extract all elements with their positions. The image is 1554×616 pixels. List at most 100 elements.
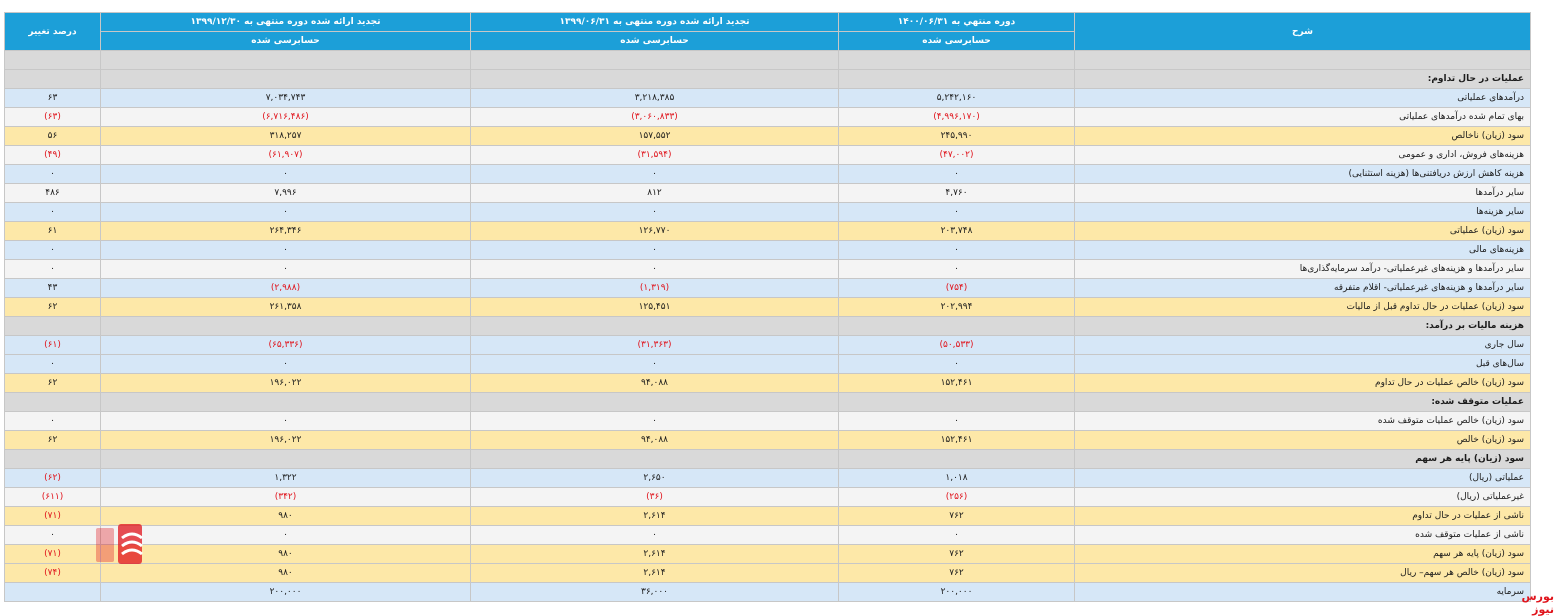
table-row: سود (زیان) پایه هر سهم ۷۶۲ ۲,۶۱۴ ۹۸۰ (۷۱) — [4, 544, 1531, 564]
cell-period-2: (۳,۰۶۰,۸۳۳) — [470, 107, 839, 127]
cell-percent-change: ۰ — [4, 259, 101, 279]
cell-period-1: ۰ — [838, 240, 1075, 260]
table-row: سود (زیان) خالص عملیات متوقف شده ۰ ۰ ۰ ۰ — [4, 411, 1531, 431]
row-description: هزینه‌های فروش، اداری و عمومی — [1074, 145, 1531, 165]
cell-percent-change: (۶۲) — [4, 468, 101, 488]
table-row: سایر درآمدها و هزینه‌های غیرعملیاتی- درآ… — [4, 259, 1531, 279]
cell-period-3: (۶۵,۳۳۶) — [100, 335, 471, 355]
cell-period-3: (۶,۷۱۶,۴۸۶) — [100, 107, 471, 127]
header-period-1: دوره منتهي به ۱۴۰۰/۰۶/۳۱ — [838, 12, 1075, 32]
cell-period-1: ۰ — [838, 202, 1075, 222]
cell-period-1: ۱۵۲,۴۶۱ — [838, 430, 1075, 450]
cell-percent-change — [4, 582, 101, 602]
cell-percent-change — [4, 392, 101, 412]
cell-period-2: ۰ — [470, 164, 839, 184]
table-header: شرح دوره منتهي به ۱۴۰۰/۰۶/۳۱ تجدید ارائه… — [4, 12, 1531, 51]
cell-period-1: ۰ — [838, 411, 1075, 431]
cell-period-3: ۰ — [100, 164, 471, 184]
cell-period-3: ۲۶۴,۳۴۶ — [100, 221, 471, 241]
cell-percent-change: (۶۳) — [4, 107, 101, 127]
cell-percent-change: ۵۶ — [4, 126, 101, 146]
cell-percent-change: (۷۱) — [4, 506, 101, 526]
cell-period-1: ۰ — [838, 354, 1075, 374]
cell-period-2: (۳۶) — [470, 487, 839, 507]
cell-period-2: ۰ — [470, 202, 839, 222]
cell-period-1 — [838, 392, 1075, 412]
cell-period-3 — [100, 69, 471, 89]
table-body: عملیات در حال تداوم: درآمدهای عملیاتی ۵,۲۴… — [4, 50, 1531, 602]
row-description: سود (زیان) عملیات در حال تداوم قبل از ما… — [1074, 297, 1531, 317]
cell-period-2: ۹۴,۰۸۸ — [470, 430, 839, 450]
row-description: سود (زیان) خالص عملیات متوقف شده — [1074, 411, 1531, 431]
row-description: سایر هزینه‌ها — [1074, 202, 1531, 222]
row-description: هزینه کاهش ارزش دریافتنی‌ها (هزینه استثن… — [1074, 164, 1531, 184]
header-period-3: تجدید ارائه شده دوره منتهی به ۱۳۹۹/۱۲/۳۰ — [100, 12, 471, 32]
cell-percent-change — [4, 69, 101, 89]
table-row: ناشی از عملیات در حال تداوم ۷۶۲ ۲,۶۱۴ ۹۸۰ (۷… — [4, 506, 1531, 526]
cell-period-2 — [470, 316, 839, 336]
cell-period-3 — [100, 50, 471, 70]
row-description: سرمایه — [1074, 582, 1531, 602]
cell-period-3: (۲,۹۸۸) — [100, 278, 471, 298]
row-description: سال‌های قبل — [1074, 354, 1531, 374]
cell-period-2: ۰ — [470, 354, 839, 374]
cell-percent-change: ۶۲ — [4, 297, 101, 317]
cell-period-3: ۰ — [100, 354, 471, 374]
cell-period-1: (۴,۹۹۶,۱۷۰) — [838, 107, 1075, 127]
table-row: هزینه‌های فروش، اداری و عمومی (۴۷,۰۰۲) (۳۱… — [4, 145, 1531, 165]
cell-period-1: ۷۶۲ — [838, 544, 1075, 564]
cell-period-3 — [100, 449, 471, 469]
cell-period-1: ۱,۰۱۸ — [838, 468, 1075, 488]
row-description: عملیات متوقف شده: — [1074, 392, 1531, 412]
row-description: سود (زیان) خالص — [1074, 430, 1531, 450]
row-description: عملیات در حال تداوم: — [1074, 69, 1531, 89]
cell-percent-change: ۰ — [4, 525, 101, 545]
table-row: سود (زیان) ناخالص ۲۴۵,۹۹۰ ۱۵۷,۵۵۲ ۳۱۸,۲۵۷ ۵۶ — [4, 126, 1531, 146]
cell-period-3: ۷,۰۳۴,۷۴۳ — [100, 88, 471, 108]
cell-period-3: ۲۶۱,۳۵۸ — [100, 297, 471, 317]
cell-period-1 — [838, 449, 1075, 469]
table-row: عملیاتی (ریال) ۱,۰۱۸ ۲,۶۵۰ ۱,۳۲۲ (۶۲) — [4, 468, 1531, 488]
table-row: سود (زیان) عملیات در حال تداوم قبل از ما… — [4, 297, 1531, 317]
row-description: درآمدهای عملیاتی — [1074, 88, 1531, 108]
table-row: سود (زیان) خالص عملیات در حال تداوم ۱۵۲,۴… — [4, 373, 1531, 393]
cell-percent-change: ۰ — [4, 164, 101, 184]
cell-period-2: ۹۴,۰۸۸ — [470, 373, 839, 393]
cell-period-2: ۲,۶۵۰ — [470, 468, 839, 488]
table-row: درآمدهای عملیاتی ۵,۲۴۲,۱۶۰ ۳,۲۱۸,۳۸۵ ۷,۰۳۴,… — [4, 88, 1531, 108]
table-row: سال‌های قبل ۰ ۰ ۰ ۰ — [4, 354, 1531, 374]
cell-percent-change: ۰ — [4, 354, 101, 374]
table-row: بهای تمام شده درآمدهای عملیاتی (۴,۹۹۶,۱۷۰… — [4, 107, 1531, 127]
cell-period-2: ۰ — [470, 411, 839, 431]
cell-percent-change: (۷۱) — [4, 544, 101, 564]
cell-percent-change: (۴۹) — [4, 145, 101, 165]
row-description: سایر درآمدها — [1074, 183, 1531, 203]
cell-period-2 — [470, 392, 839, 412]
cell-period-2: ۱۲۶,۷۷۰ — [470, 221, 839, 241]
section-row: عملیات در حال تداوم: — [4, 69, 1531, 89]
cell-period-3: ۱,۳۲۲ — [100, 468, 471, 488]
table-row: سایر هزینه‌ها ۰ ۰ ۰ ۰ — [4, 202, 1531, 222]
cell-period-1: ۰ — [838, 525, 1075, 545]
cell-period-1: ۲۰۰,۰۰۰ — [838, 582, 1075, 602]
header-percent-change: درصد تغییر — [4, 12, 101, 51]
cell-period-3 — [100, 316, 471, 336]
cell-period-3: ۱۹۶,۰۲۲ — [100, 430, 471, 450]
table-row: سود (زیان) عملیاتی ۲۰۳,۷۴۸ ۱۲۶,۷۷۰ ۲۶۴,۳۴۶ ۶… — [4, 221, 1531, 241]
cell-percent-change: ۰ — [4, 202, 101, 222]
header-description: شرح — [1074, 12, 1531, 51]
row-description: سود (زیان) پایه هر سهم — [1074, 544, 1531, 564]
cell-period-1: ۱۵۲,۴۶۱ — [838, 373, 1075, 393]
cell-percent-change: ۶۲ — [4, 373, 101, 393]
cell-percent-change: ۶۲ — [4, 430, 101, 450]
table-row — [4, 50, 1531, 70]
cell-period-2: ۸۱۲ — [470, 183, 839, 203]
cell-period-1: ۲۰۲,۹۹۴ — [838, 297, 1075, 317]
cell-period-3: ۰ — [100, 202, 471, 222]
cell-period-2 — [470, 50, 839, 70]
row-description: غیرعملیاتی (ریال) — [1074, 487, 1531, 507]
cell-percent-change: ۰ — [4, 240, 101, 260]
row-description: سال جاری — [1074, 335, 1531, 355]
cell-period-1: (۲۵۶) — [838, 487, 1075, 507]
row-description: بهای تمام شده درآمدهای عملیاتی — [1074, 107, 1531, 127]
